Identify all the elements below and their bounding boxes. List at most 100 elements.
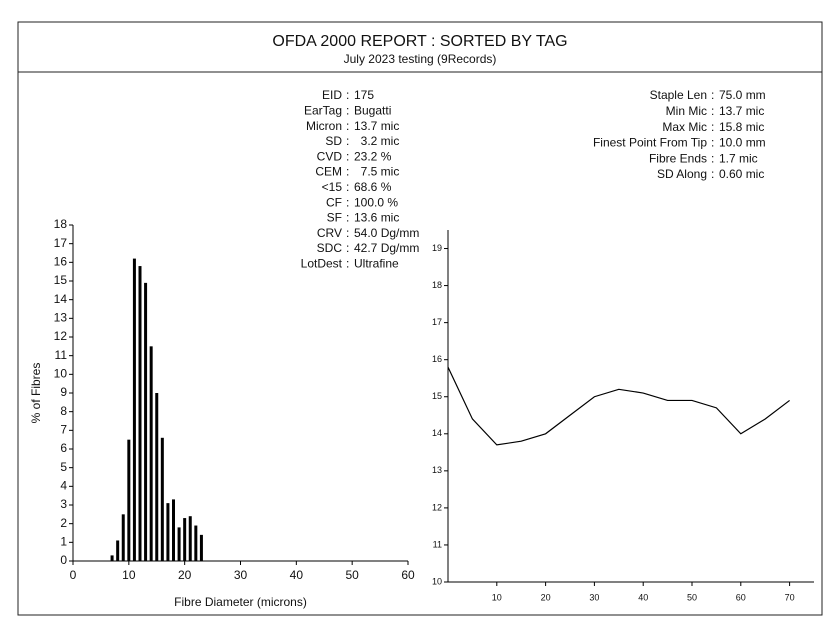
x-tick-label: 50 [345,568,359,582]
x-axis-label: Fibre Diameter (microns) [174,595,307,609]
colon: : [346,241,349,255]
stat-value: 54.0 Dg/mm [354,226,419,240]
colon: : [711,88,714,102]
bar [183,518,187,561]
bar [132,258,136,561]
x-tick-label: 20 [541,592,551,602]
stat-label: Max Mic [662,120,707,134]
colon: : [346,211,349,225]
bar [194,525,198,561]
y-tick-label: 18 [432,280,442,290]
y-tick-label: 0 [60,553,67,567]
y-tick-label: 12 [54,329,68,343]
y-tick-label: 6 [60,441,67,455]
bar [121,514,125,561]
stat-value: 3.2 mic [354,134,399,148]
colon: : [711,120,714,134]
y-tick-label: 15 [432,391,442,401]
colon: : [346,165,349,179]
stat-value: 13.7 mic [354,119,399,133]
y-tick-label: 11 [55,348,68,362]
y-tick-label: 9 [60,385,67,399]
x-tick-label: 30 [234,568,248,582]
colon: : [346,134,349,148]
bar [166,503,170,561]
y-tick-label: 10 [432,576,442,586]
stat-label: SD [325,134,342,148]
colon: : [346,88,349,102]
stat-value: 75.0 mm [719,88,766,102]
stat-value: 13.7 mic [719,104,764,118]
stat-value: 0.60 mic [719,167,764,181]
x-tick-label: 40 [638,592,648,602]
bar [172,499,175,561]
colon: : [346,195,349,209]
x-tick-label: 60 [401,568,415,582]
stat-label: Min Mic [666,104,707,118]
stat-value: Ultrafine [354,256,399,270]
y-tick-label: 14 [432,428,442,438]
stat-label: SF [327,211,342,225]
frame [17,21,823,616]
stat-label: Staple Len [650,88,707,102]
y-tick-label: 17 [432,317,442,327]
bar [110,555,114,561]
x-tick-label: 10 [122,568,136,582]
colon: : [346,226,349,240]
bar [149,346,153,561]
y-tick-label: 7 [60,423,67,437]
colon: : [346,103,349,117]
bar [127,439,131,561]
y-tick-label: 2 [60,516,67,530]
stat-label: SD Along [657,167,707,181]
stat-label: Finest Point From Tip [593,136,707,150]
y-tick-label: 14 [54,292,68,306]
y-tick-label: 13 [432,465,442,475]
stat-value: 42.7 Dg/mm [354,241,419,255]
stat-label: LotDest [301,256,343,270]
y-tick-label: 15 [54,273,68,287]
x-tick-label: 10 [492,592,502,602]
y-tick-label: 10 [54,367,68,381]
subtitle: July 2023 testing (9Records) [344,52,497,66]
bar [138,266,142,561]
stat-value: 23.2 % [354,149,392,163]
stat-label: CEM [315,165,342,179]
y-tick-label: 19 [432,243,442,253]
colon: : [711,151,714,165]
stat-label: Fibre Ends [649,151,707,165]
y-axis-label: % of Fibres [29,363,43,424]
y-tick-label: 16 [432,354,442,364]
colon: : [346,119,349,133]
y-tick-label: 18 [54,217,68,231]
stat-value: Bugatti [354,103,391,117]
stat-label: EID [322,88,342,102]
y-tick-label: 4 [60,479,67,493]
y-tick-label: 13 [54,311,68,325]
bar [155,393,159,561]
stat-label: CVD [317,149,343,163]
x-tick-label: 50 [687,592,697,602]
colon: : [711,136,714,150]
bar [199,534,203,561]
y-tick-label: 12 [432,502,442,512]
x-tick-label: 40 [290,568,304,582]
stat-label: CF [326,195,342,209]
colon: : [346,149,349,163]
y-tick-label: 3 [60,497,67,511]
stat-label: SDC [317,241,343,255]
bar [144,282,148,561]
stat-value: 10.0 mm [719,136,766,150]
colon: : [711,167,714,181]
bar [160,437,164,561]
stat-value: 100.0 % [354,195,398,209]
stat-label: Micron [306,119,342,133]
y-tick-label: 11 [433,539,442,549]
x-tick-label: 60 [736,592,746,602]
stat-value: 1.7 mic [719,151,758,165]
stat-value: 15.8 mic [719,120,764,134]
x-tick-label: 70 [785,592,795,602]
stat-value: 13.6 mic [354,211,399,225]
